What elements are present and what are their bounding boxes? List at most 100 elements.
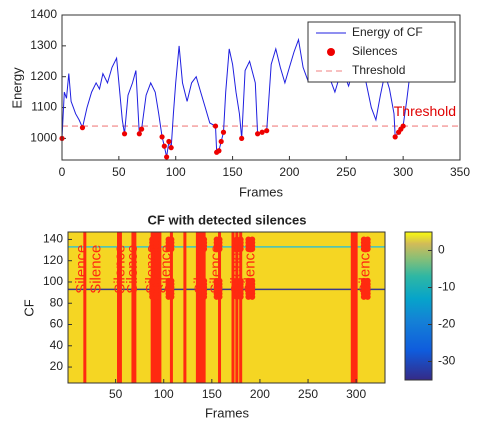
silence-column	[169, 232, 173, 383]
energy-line	[61, 37, 438, 158]
silence-label: Silence	[208, 245, 225, 294]
silence-column	[152, 232, 156, 383]
silence-point	[254, 131, 261, 137]
silence-point	[220, 129, 227, 135]
silence-markers	[153, 236, 160, 300]
silence-column	[198, 232, 202, 383]
silence-label: Silence	[111, 245, 128, 294]
silence-label: Silence	[191, 245, 208, 294]
silence-marker	[168, 277, 175, 284]
legend-swatch	[327, 48, 335, 56]
silence-point	[218, 138, 224, 145]
silence-column	[239, 232, 243, 383]
y-axis-label: CF	[21, 299, 36, 316]
silence-markers	[201, 236, 208, 300]
silence-column	[117, 232, 121, 383]
silence-marker	[153, 277, 160, 284]
silence-label: Silence	[73, 245, 90, 294]
silence-marker	[216, 277, 223, 284]
x-tick-label: 150	[202, 387, 222, 401]
silence-column	[235, 232, 239, 383]
silence-column	[350, 232, 354, 383]
silence-label: Silence	[124, 245, 141, 294]
y-tick-label: 140	[43, 232, 63, 246]
x-tick-label: 100	[166, 165, 186, 179]
colorbar-tick-label: -30	[438, 354, 456, 368]
silence-marker	[201, 277, 208, 284]
silence-column	[118, 232, 122, 383]
silence-point	[264, 128, 270, 134]
y-tick-label: 80	[50, 295, 64, 309]
x-tick-label: 250	[336, 165, 356, 179]
silence-point	[400, 123, 406, 129]
silence-point	[166, 138, 172, 145]
silence-point	[161, 143, 167, 149]
silence-marker	[237, 236, 244, 243]
y-tick-label: 1200	[30, 69, 57, 83]
colorbar	[404, 231, 433, 381]
x-tick-label: 50	[109, 387, 123, 401]
silence-marker	[168, 236, 175, 243]
x-axis-label: Frames	[239, 184, 284, 199]
silence-label: Silence	[158, 245, 175, 294]
y-tick-label: 20	[50, 359, 64, 373]
silence-markers	[216, 236, 223, 300]
silence-point	[168, 145, 174, 151]
silence-label: Silence	[143, 245, 160, 294]
y-tick-label: 60	[50, 317, 64, 331]
y-axis-label: Energy	[9, 67, 24, 109]
silence-markers	[364, 236, 371, 300]
x-tick-label: 150	[223, 165, 243, 179]
colorbar-tick-label: -10	[438, 280, 456, 294]
silence-marker	[249, 277, 256, 284]
silence-marker	[249, 236, 256, 243]
y-tick-label: 1000	[30, 131, 57, 145]
y-tick-label: 1400	[30, 7, 57, 21]
x-tick-label: 350	[450, 165, 470, 179]
silence-point	[159, 134, 165, 140]
silence-column	[352, 232, 356, 383]
silence-column	[202, 232, 206, 383]
silence-markers	[168, 236, 175, 300]
silence-column	[156, 232, 160, 383]
threshold-annotation: Threshold	[394, 103, 456, 119]
silence-column	[183, 232, 187, 383]
silence-column	[231, 232, 235, 383]
x-tick-label: 50	[112, 165, 126, 179]
x-tick-label: 250	[298, 387, 318, 401]
silence-marker	[364, 236, 371, 243]
silence-point	[79, 125, 86, 131]
silence-marker	[364, 277, 371, 284]
silence-point	[216, 148, 222, 154]
silence-markers	[249, 236, 256, 300]
silence-point	[121, 131, 128, 137]
silence-marker	[153, 236, 160, 243]
silence-column	[83, 232, 87, 383]
axes-frame	[67, 231, 386, 384]
silence-markers	[237, 236, 244, 300]
colorbar-tick-label: 0	[438, 243, 445, 257]
x-tick-label: 100	[154, 387, 174, 401]
x-tick-label: 200	[250, 387, 270, 401]
silence-label: Silence	[228, 245, 245, 294]
silence-point	[139, 126, 145, 132]
silence-point	[136, 131, 142, 137]
silence-point	[164, 154, 170, 160]
x-tick-label: 300	[393, 165, 413, 179]
silence-marker	[216, 236, 223, 243]
y-tick-label: 1300	[30, 38, 57, 52]
silence-point	[212, 123, 219, 129]
silence-marker	[237, 277, 244, 284]
legend-label: Threshold	[352, 63, 405, 77]
silence-marker	[201, 236, 208, 243]
silence-column	[196, 232, 200, 383]
silence-point	[239, 135, 245, 142]
silence-column	[133, 232, 137, 383]
silence-column	[154, 232, 158, 383]
x-axis-label: Frames	[205, 405, 250, 420]
silence-column	[131, 232, 135, 383]
x-tick-label: 0	[59, 165, 66, 179]
silence-label: Silence	[87, 245, 104, 294]
silence-point	[392, 134, 398, 140]
